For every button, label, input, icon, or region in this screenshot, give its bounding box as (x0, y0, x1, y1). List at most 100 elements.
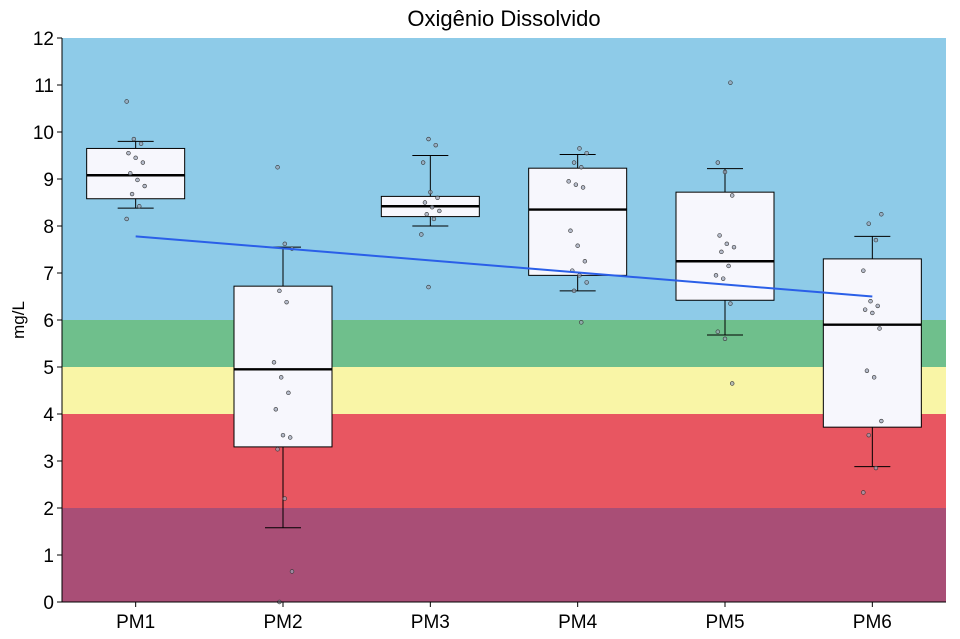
data-point (720, 276, 726, 281)
data-point (280, 432, 286, 438)
x-tick-label: PM1 (116, 612, 155, 633)
data-point (433, 142, 438, 148)
data-point (429, 205, 435, 210)
y-tick-label: 0 (43, 593, 54, 614)
data-point (142, 183, 147, 189)
data-point (426, 284, 431, 290)
box-PM5 (675, 80, 775, 386)
data-point (724, 241, 729, 247)
data-point (129, 191, 135, 197)
data-point (722, 169, 728, 175)
data-point (717, 233, 722, 238)
y-tick-label: 12 (33, 29, 54, 50)
data-point (864, 368, 870, 373)
band-4-5 (62, 367, 946, 414)
band-5-6 (62, 320, 946, 367)
data-point (137, 204, 142, 209)
data-point (877, 326, 882, 331)
data-point (437, 208, 442, 214)
data-point (140, 160, 146, 165)
data-point (275, 165, 280, 170)
x-tick-label: PM6 (853, 612, 892, 633)
data-point (135, 177, 140, 183)
data-point (138, 141, 144, 146)
data-point (275, 447, 280, 452)
band-2-4 (62, 414, 946, 508)
data-point (719, 249, 724, 255)
chart-title: Oxigênio Dissolvido (407, 6, 600, 31)
data-point (871, 375, 877, 380)
data-point (420, 160, 426, 165)
data-point (713, 273, 719, 278)
data-point (584, 280, 589, 285)
data-point (431, 216, 437, 222)
data-point (288, 435, 293, 440)
data-point (424, 212, 429, 217)
data-point (131, 136, 137, 142)
data-point (861, 268, 866, 273)
data-point (133, 155, 138, 161)
data-point (879, 418, 884, 424)
y-tick-label: 9 (43, 170, 54, 191)
data-point (419, 232, 424, 237)
quality-bands (62, 38, 946, 602)
data-point (726, 263, 731, 269)
data-point (289, 569, 295, 574)
data-point (575, 243, 580, 248)
data-point (715, 160, 720, 165)
band-6-12 (62, 38, 946, 320)
data-point (866, 432, 871, 438)
data-point (729, 193, 735, 198)
data-point (870, 310, 875, 316)
x-axis: PM1 PM2 PM3 PM4 PM5 PM6 (62, 601, 946, 633)
iqr-box (528, 167, 628, 276)
data-point (124, 99, 129, 104)
data-point (279, 375, 284, 380)
data-point (584, 150, 589, 156)
data-point (866, 221, 871, 226)
y-tick-label: 2 (43, 499, 54, 520)
data-point (566, 179, 571, 184)
data-point (577, 146, 582, 151)
box-PM3 (380, 136, 480, 290)
y-tick-label: 6 (43, 311, 54, 332)
y-tick-label: 11 (34, 76, 54, 97)
box-series (86, 80, 922, 605)
y-tick-label: 8 (43, 217, 54, 238)
data-point (568, 228, 573, 233)
data-point (582, 259, 588, 264)
iqr-box (233, 285, 333, 448)
data-point (873, 465, 879, 471)
y-tick-label: 10 (33, 123, 54, 144)
y-tick-label: 7 (43, 264, 54, 285)
data-point (286, 390, 291, 396)
iqr-box (675, 191, 775, 301)
data-point (273, 407, 278, 412)
y-tick-label: 1 (43, 546, 54, 567)
data-point (271, 360, 277, 365)
data-point (282, 241, 287, 247)
data-point (126, 150, 131, 156)
box-PM2 (233, 165, 333, 605)
box-PM6 (822, 212, 922, 495)
x-tick-label: PM3 (411, 612, 450, 633)
trend-line-group (135, 235, 873, 298)
data-point (873, 237, 879, 243)
data-point (277, 288, 282, 294)
data-point (715, 329, 720, 334)
data-point (722, 336, 728, 341)
data-point (124, 216, 129, 222)
data-point (861, 490, 866, 495)
y-tick-label: 4 (43, 405, 54, 426)
data-point (426, 136, 431, 142)
data-point (728, 80, 733, 85)
box-PM4 (528, 146, 628, 325)
trend-line (135, 235, 873, 298)
data-point (571, 160, 577, 165)
data-point (879, 212, 884, 217)
data-point (128, 171, 133, 176)
data-point (573, 182, 579, 187)
y-tick-label: 5 (43, 358, 54, 379)
data-point (862, 307, 868, 312)
